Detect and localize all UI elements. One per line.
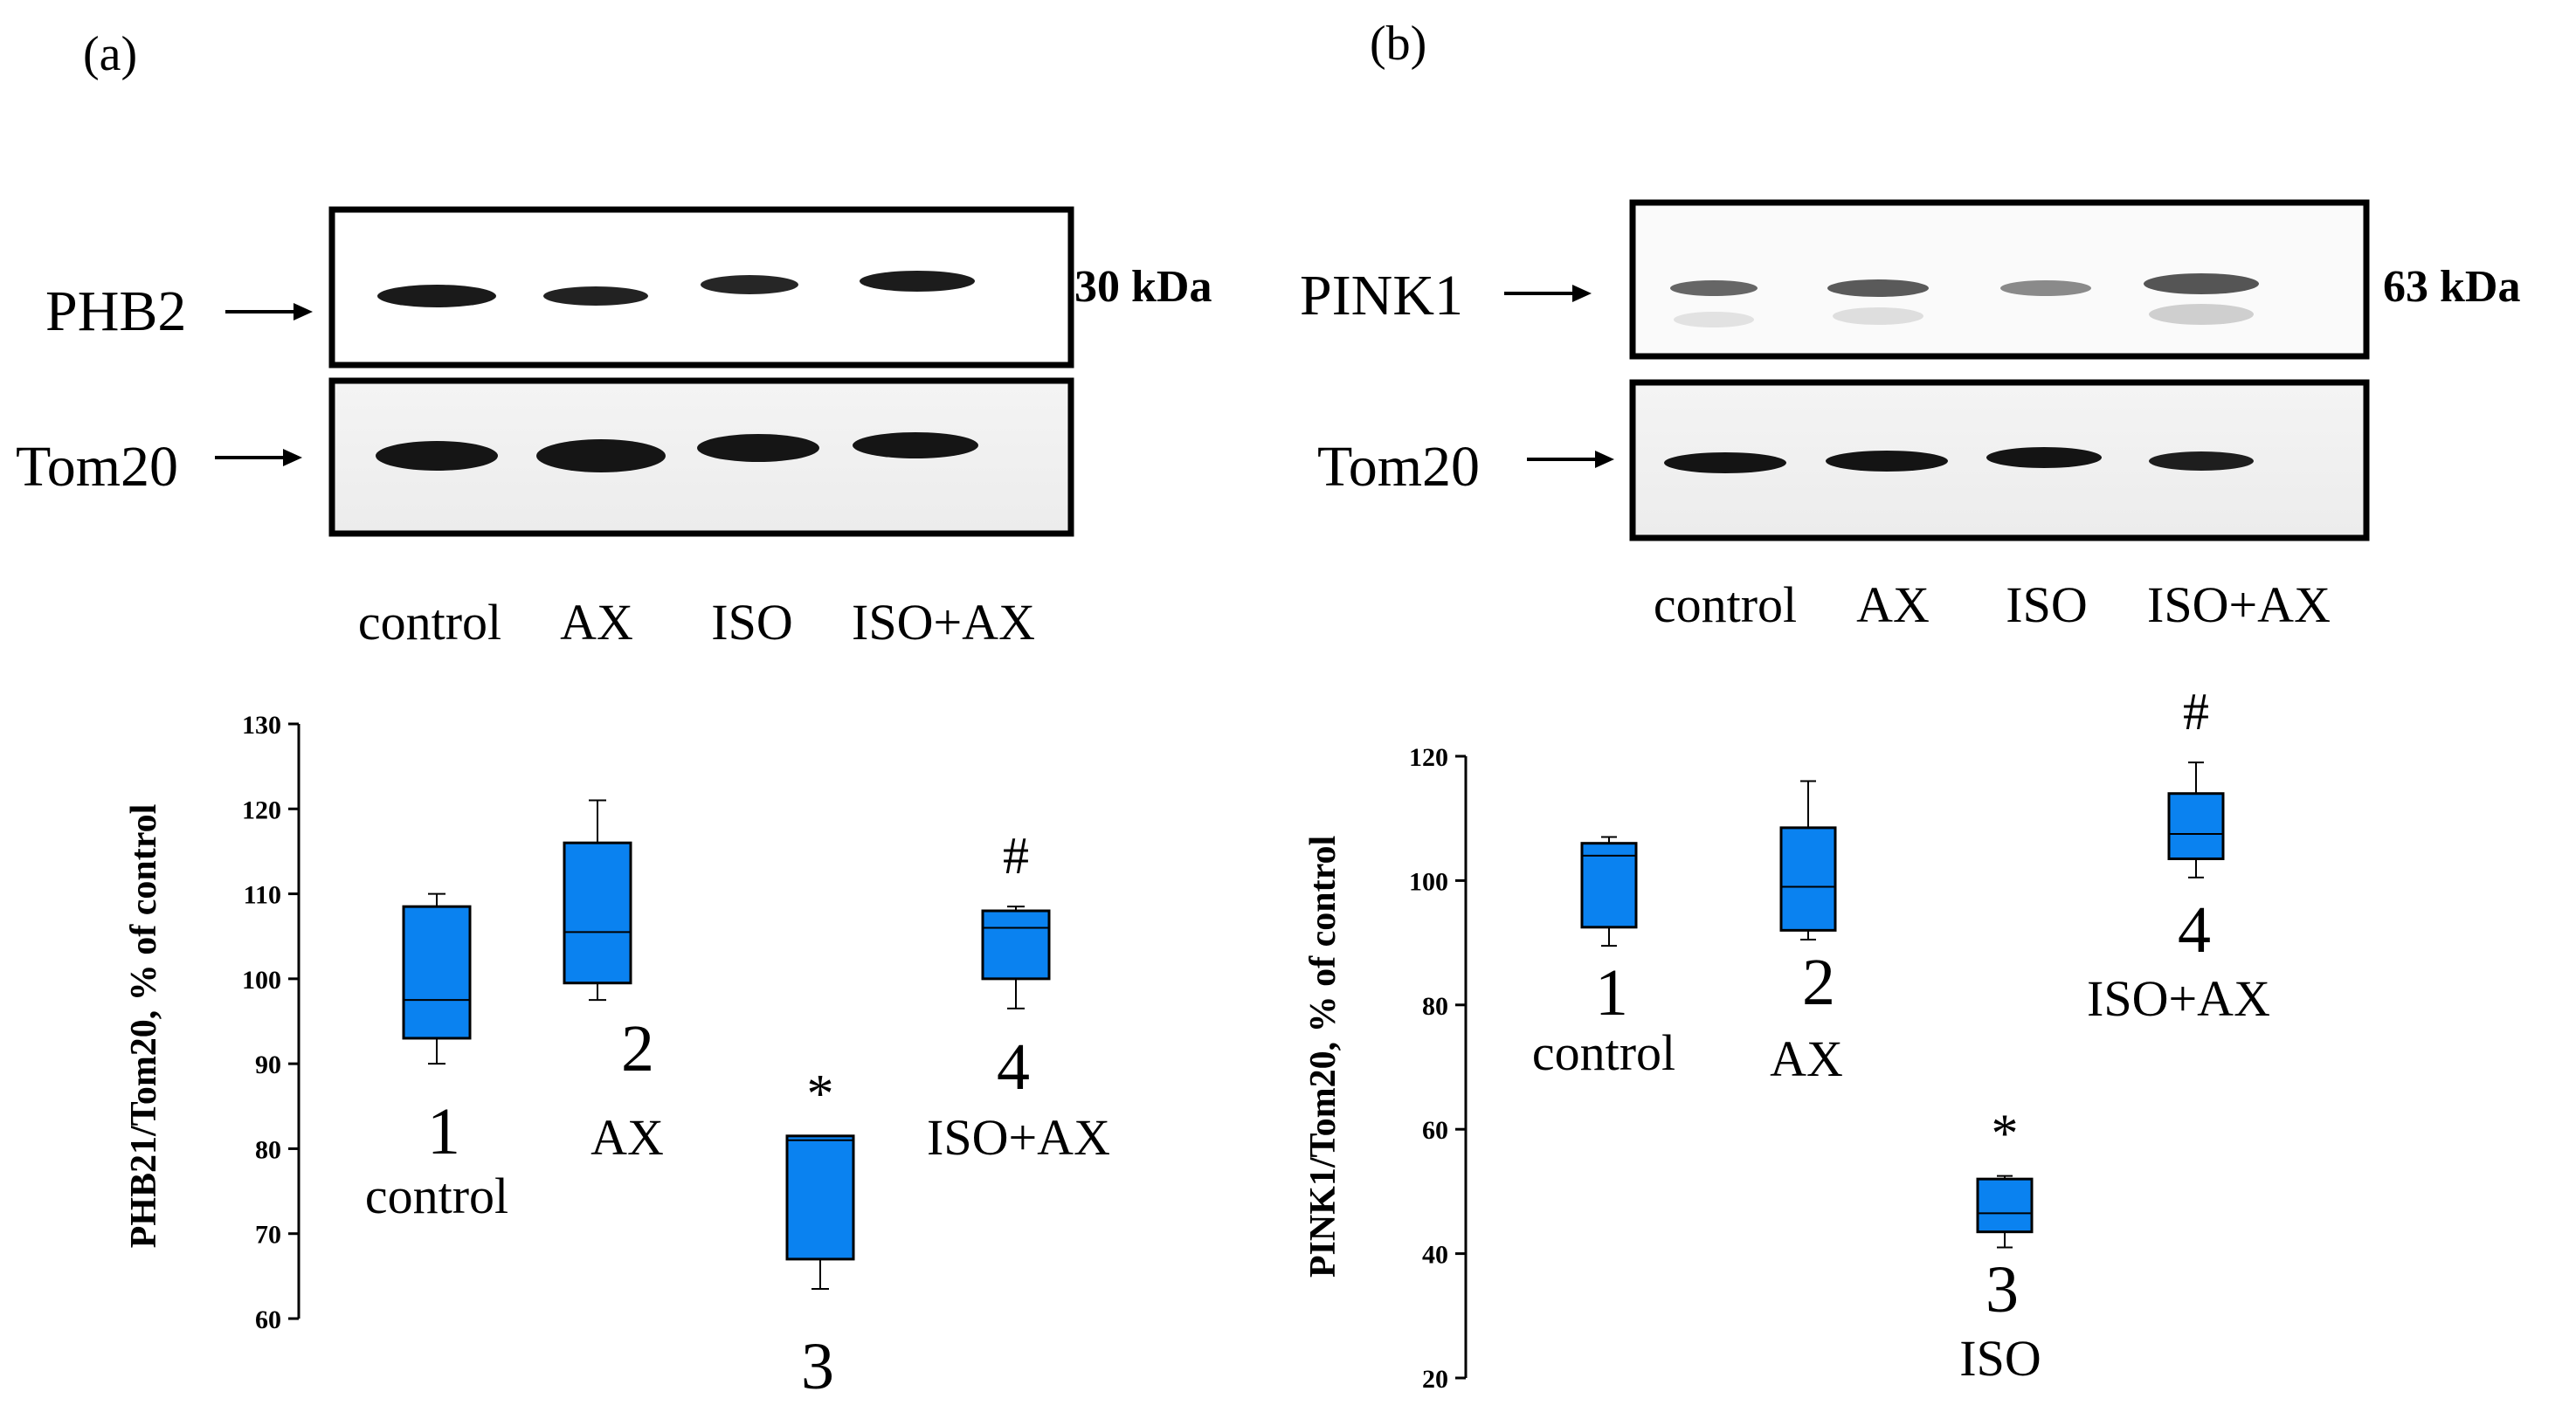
blot-a-band-4 xyxy=(860,271,975,292)
chart-a-ytick-label-70: 70 xyxy=(255,1221,281,1250)
chart-a-sig-mark-4: # xyxy=(1003,827,1029,885)
blot-b-target-arrowhead xyxy=(1572,285,1592,302)
blot-b-band-1 xyxy=(1670,280,1758,296)
chart-b-group-name-4: ISO+AX xyxy=(2087,970,2270,1027)
blot-a-loading-band-4 xyxy=(853,432,978,458)
chart-a-group-number-4: 4 xyxy=(997,1030,1030,1104)
blot-b-band-3 xyxy=(2000,280,2091,296)
blot-a-loading-band-1 xyxy=(376,441,498,471)
chart-b-box-4 xyxy=(2167,792,2225,860)
panel-a-letter: (a) xyxy=(83,27,137,81)
blot-b-loading-label: Tom20 xyxy=(1317,435,1480,499)
blot-b-loading-arrowhead xyxy=(1595,451,1614,468)
chart-a-group-name-4: ISO+AX xyxy=(927,1109,1110,1166)
chart-b-group-number-2: 2 xyxy=(1802,946,1835,1019)
chart-b-ytick-label-60: 60 xyxy=(1422,1116,1448,1145)
chart-a-ytick-label-90: 90 xyxy=(255,1051,281,1079)
chart-a-box-1 xyxy=(402,905,472,1040)
blot-b-smear-2 xyxy=(1833,307,1923,325)
chart-b-box-3 xyxy=(1976,1177,2034,1234)
blot-a-loading-band-2 xyxy=(536,439,666,472)
chart-a-ytick-label-120: 120 xyxy=(242,796,281,824)
chart-b-group-number-1: 1 xyxy=(1595,956,1628,1030)
chart-b-ytick-label-120: 120 xyxy=(1409,743,1448,772)
chart-a-group-number-3: 3 xyxy=(801,1330,834,1403)
blot-b-band-4 xyxy=(2144,273,2259,294)
chart-b-ticks: 20 40 60 80 100 120 xyxy=(1409,743,1466,1394)
chart-a-ticks: 60 70 80 90 100 110 120 130 xyxy=(242,711,299,1334)
chart-a-sig-mark-3: * xyxy=(807,1064,834,1124)
chart-a-ytick-label-110: 110 xyxy=(244,881,281,910)
chart-a-group-name-1: control xyxy=(365,1168,508,1224)
chart-b-ytick-label-80: 80 xyxy=(1422,992,1448,1021)
blot-b-lane-3: ISO xyxy=(2006,576,2087,633)
panel-b-blot: PINK1 Tom20 63 kDa control AX ISO ISO+AX xyxy=(1300,199,2520,633)
chart-a-group-number-1: 1 xyxy=(427,1095,460,1168)
chart-b-group-number-4: 4 xyxy=(2178,893,2211,967)
blot-b-lane-1: control xyxy=(1654,576,1797,633)
chart-b-ytick-label-100: 100 xyxy=(1409,867,1448,896)
panel-a-blot: PHB2 Tom20 30 kDa control AX ISO ISO+AX xyxy=(16,206,1212,651)
blot-b-lane-2: AX xyxy=(1856,576,1930,633)
chart-a-group-name-2: AX xyxy=(590,1109,664,1166)
chart-b-box-1 xyxy=(1580,842,1638,929)
chart-b-sig-mark-3: * xyxy=(1992,1105,2019,1164)
chart-a-box-4 xyxy=(981,909,1051,981)
blot-a-target-arrowhead xyxy=(294,303,313,320)
blot-b-loading-band-2 xyxy=(1826,451,1948,472)
chart-a-ytick-label-80: 80 xyxy=(255,1135,281,1164)
blot-b-lane-4: ISO+AX xyxy=(2147,576,2331,633)
chart-b-group-name-1: control xyxy=(1532,1024,1675,1081)
blot-a-lane-2: AX xyxy=(560,594,633,651)
chart-a-box-3 xyxy=(785,1134,855,1261)
blot-a-lane-1: control xyxy=(358,594,501,651)
blot-a-band-2 xyxy=(543,286,648,306)
chart-a-ytick-label-60: 60 xyxy=(255,1305,281,1334)
chart-a-group-number-2: 2 xyxy=(621,1012,654,1085)
blot-a-band-3 xyxy=(701,275,798,294)
chart-b-sig-mark-4: # xyxy=(2183,683,2209,741)
blot-b-target-frame xyxy=(1629,199,2370,360)
blot-b-band-2 xyxy=(1827,279,1929,297)
blot-b-loading-band-3 xyxy=(1986,447,2102,468)
chart-b-ylabel: PINK1/Tom20, % of control xyxy=(1303,836,1343,1278)
panel-b-letter: (b) xyxy=(1370,17,1426,71)
blot-a-loading-label: Tom20 xyxy=(16,435,178,499)
blot-b-smear-4 xyxy=(2149,304,2254,325)
chart-b-group-number-3: 3 xyxy=(1986,1253,2019,1326)
blot-b-smear-1 xyxy=(1674,312,1754,327)
chart-a-ylabel: PHB21/Tom20, % of control xyxy=(124,804,164,1249)
blot-a-lane-3: ISO xyxy=(711,594,792,651)
chart-a-box-2 xyxy=(563,841,632,985)
chart-b-box-2 xyxy=(1779,826,1837,932)
chart-a-ytick-label-130: 130 xyxy=(242,711,281,740)
chart-b-group-name-2: AX xyxy=(1770,1030,1843,1087)
blot-a-lane-4: ISO+AX xyxy=(852,594,1035,651)
blot-a-loading-band-3 xyxy=(697,434,819,462)
blot-b-loading-band-1 xyxy=(1664,452,1786,473)
blot-b-size-label: 63 kDa xyxy=(2383,262,2520,312)
chart-b-group-name-3: ISO xyxy=(1959,1330,2041,1387)
blot-b-target-label: PINK1 xyxy=(1300,264,1463,327)
chart-b-ytick-label-20: 20 xyxy=(1422,1365,1448,1394)
blot-a-size-label: 30 kDa xyxy=(1074,262,1212,312)
blot-a-target-label: PHB2 xyxy=(45,279,186,343)
chart-b-ytick-label-40: 40 xyxy=(1422,1241,1448,1270)
chart-a-ytick-label-100: 100 xyxy=(242,966,281,995)
blot-b-loading-band-4 xyxy=(2149,451,2254,471)
blot-a-loading-arrowhead xyxy=(283,449,302,466)
blot-a-band-1 xyxy=(377,285,496,307)
